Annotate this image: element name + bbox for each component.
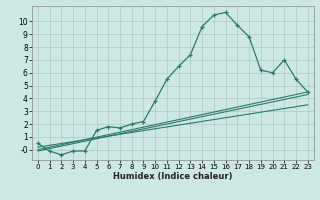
X-axis label: Humidex (Indice chaleur): Humidex (Indice chaleur) [113, 172, 233, 181]
